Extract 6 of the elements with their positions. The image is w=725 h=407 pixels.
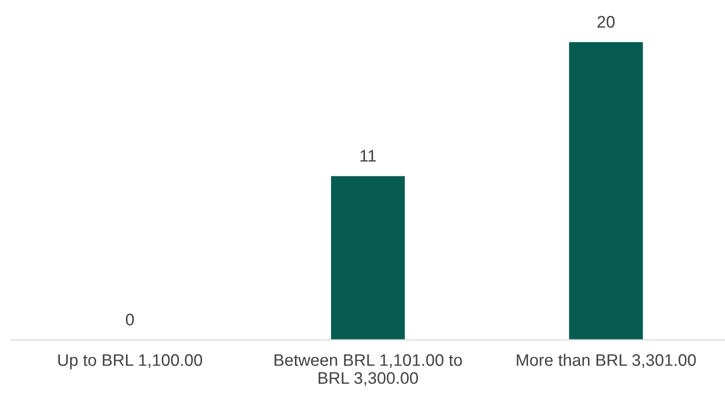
x-tick-label: More than BRL 3,301.00 [516,354,696,368]
data-label: 0 [126,314,134,326]
x-tick-label: Up to BRL 1,100.00 [58,354,202,370]
data-label: 11 [360,150,376,162]
x-tick-label: Between BRL 1,101.00 to BRL 3,300.00 [274,354,462,386]
data-label: 20 [598,16,615,28]
